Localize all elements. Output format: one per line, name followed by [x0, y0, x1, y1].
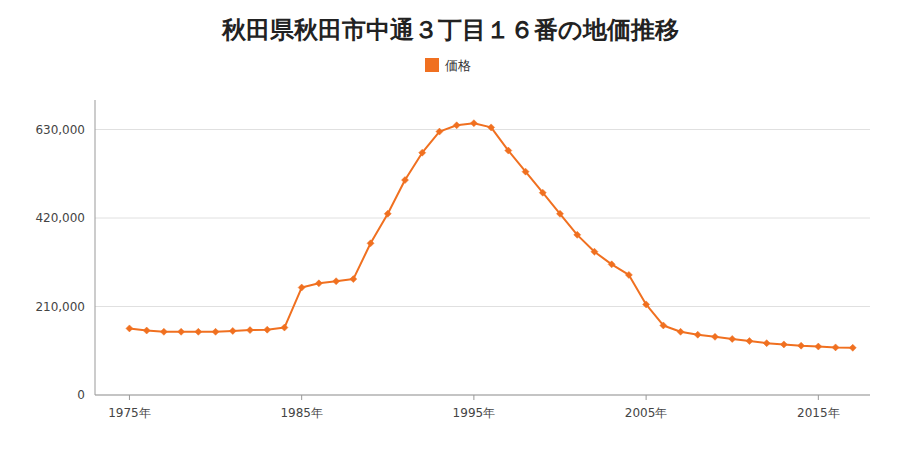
marker [763, 340, 770, 347]
marker [677, 328, 684, 335]
marker [608, 261, 615, 268]
y-axis-line [95, 100, 96, 395]
line [129, 123, 852, 348]
x-tick-label: 2015年 [797, 406, 840, 420]
marker [315, 280, 322, 287]
x-axis-line [95, 395, 870, 396]
y-tick-label: 210,000 [35, 300, 85, 314]
x-tick-label: 2005年 [625, 406, 668, 420]
marker [522, 168, 529, 175]
marker [143, 327, 150, 334]
marker [539, 189, 546, 196]
title: 秋田県秋田市中通３丁目１６番の地価推移 [221, 16, 679, 44]
marker [849, 344, 856, 351]
marker [419, 149, 426, 156]
grid-line [95, 306, 870, 307]
marker [574, 231, 581, 238]
marker [229, 327, 236, 334]
marker [591, 248, 598, 255]
legend: 価格 [425, 58, 471, 73]
marker [453, 122, 460, 129]
marker [264, 326, 271, 333]
marker [815, 343, 822, 350]
y-tick-label: 0 [77, 388, 85, 402]
grid-line [95, 218, 870, 219]
marker [384, 210, 391, 217]
marker [350, 276, 357, 283]
marker [712, 333, 719, 340]
marker [798, 342, 805, 349]
marker [746, 338, 753, 345]
marker [625, 271, 632, 278]
x-tick [646, 395, 647, 400]
x-tick [129, 395, 130, 400]
x-tick-label: 1985年 [280, 406, 323, 420]
legend-label: 価格 [445, 58, 471, 73]
marker [470, 120, 477, 127]
y-tick-label: 420,000 [35, 211, 85, 225]
x-tick [818, 395, 819, 400]
plot-data [126, 120, 856, 352]
grid-line [95, 395, 870, 396]
x-tick-label: 1975年 [108, 406, 151, 420]
marker [780, 341, 787, 348]
x-tick-label: 1995年 [453, 406, 496, 420]
marker [660, 322, 667, 329]
marker [298, 284, 305, 291]
marker [488, 124, 495, 131]
marker [333, 278, 340, 285]
marker [729, 335, 736, 342]
marker [195, 328, 202, 335]
marker [505, 147, 512, 154]
x-tick [301, 395, 302, 400]
marker [832, 344, 839, 351]
marker [643, 301, 650, 308]
chart: 秋田県秋田市中通３丁目１６番の地価推移 0 210,000 420,000 630,00… [0, 0, 900, 450]
marker [212, 328, 219, 335]
marker [126, 325, 133, 332]
x-tick [473, 395, 474, 400]
marker [178, 328, 185, 335]
page: {"chart_data": {"type": "line", "title":… [0, 0, 900, 450]
marker [436, 128, 443, 135]
y-grid [95, 130, 870, 396]
marker [694, 331, 701, 338]
legend-swatch [425, 58, 439, 72]
marker [367, 240, 374, 247]
marker [557, 210, 564, 217]
marker [160, 328, 167, 335]
marker [402, 177, 409, 184]
y-tick-label: 630,000 [35, 123, 85, 137]
marker [247, 327, 254, 334]
marker [281, 324, 288, 331]
grid-line [95, 129, 870, 130]
